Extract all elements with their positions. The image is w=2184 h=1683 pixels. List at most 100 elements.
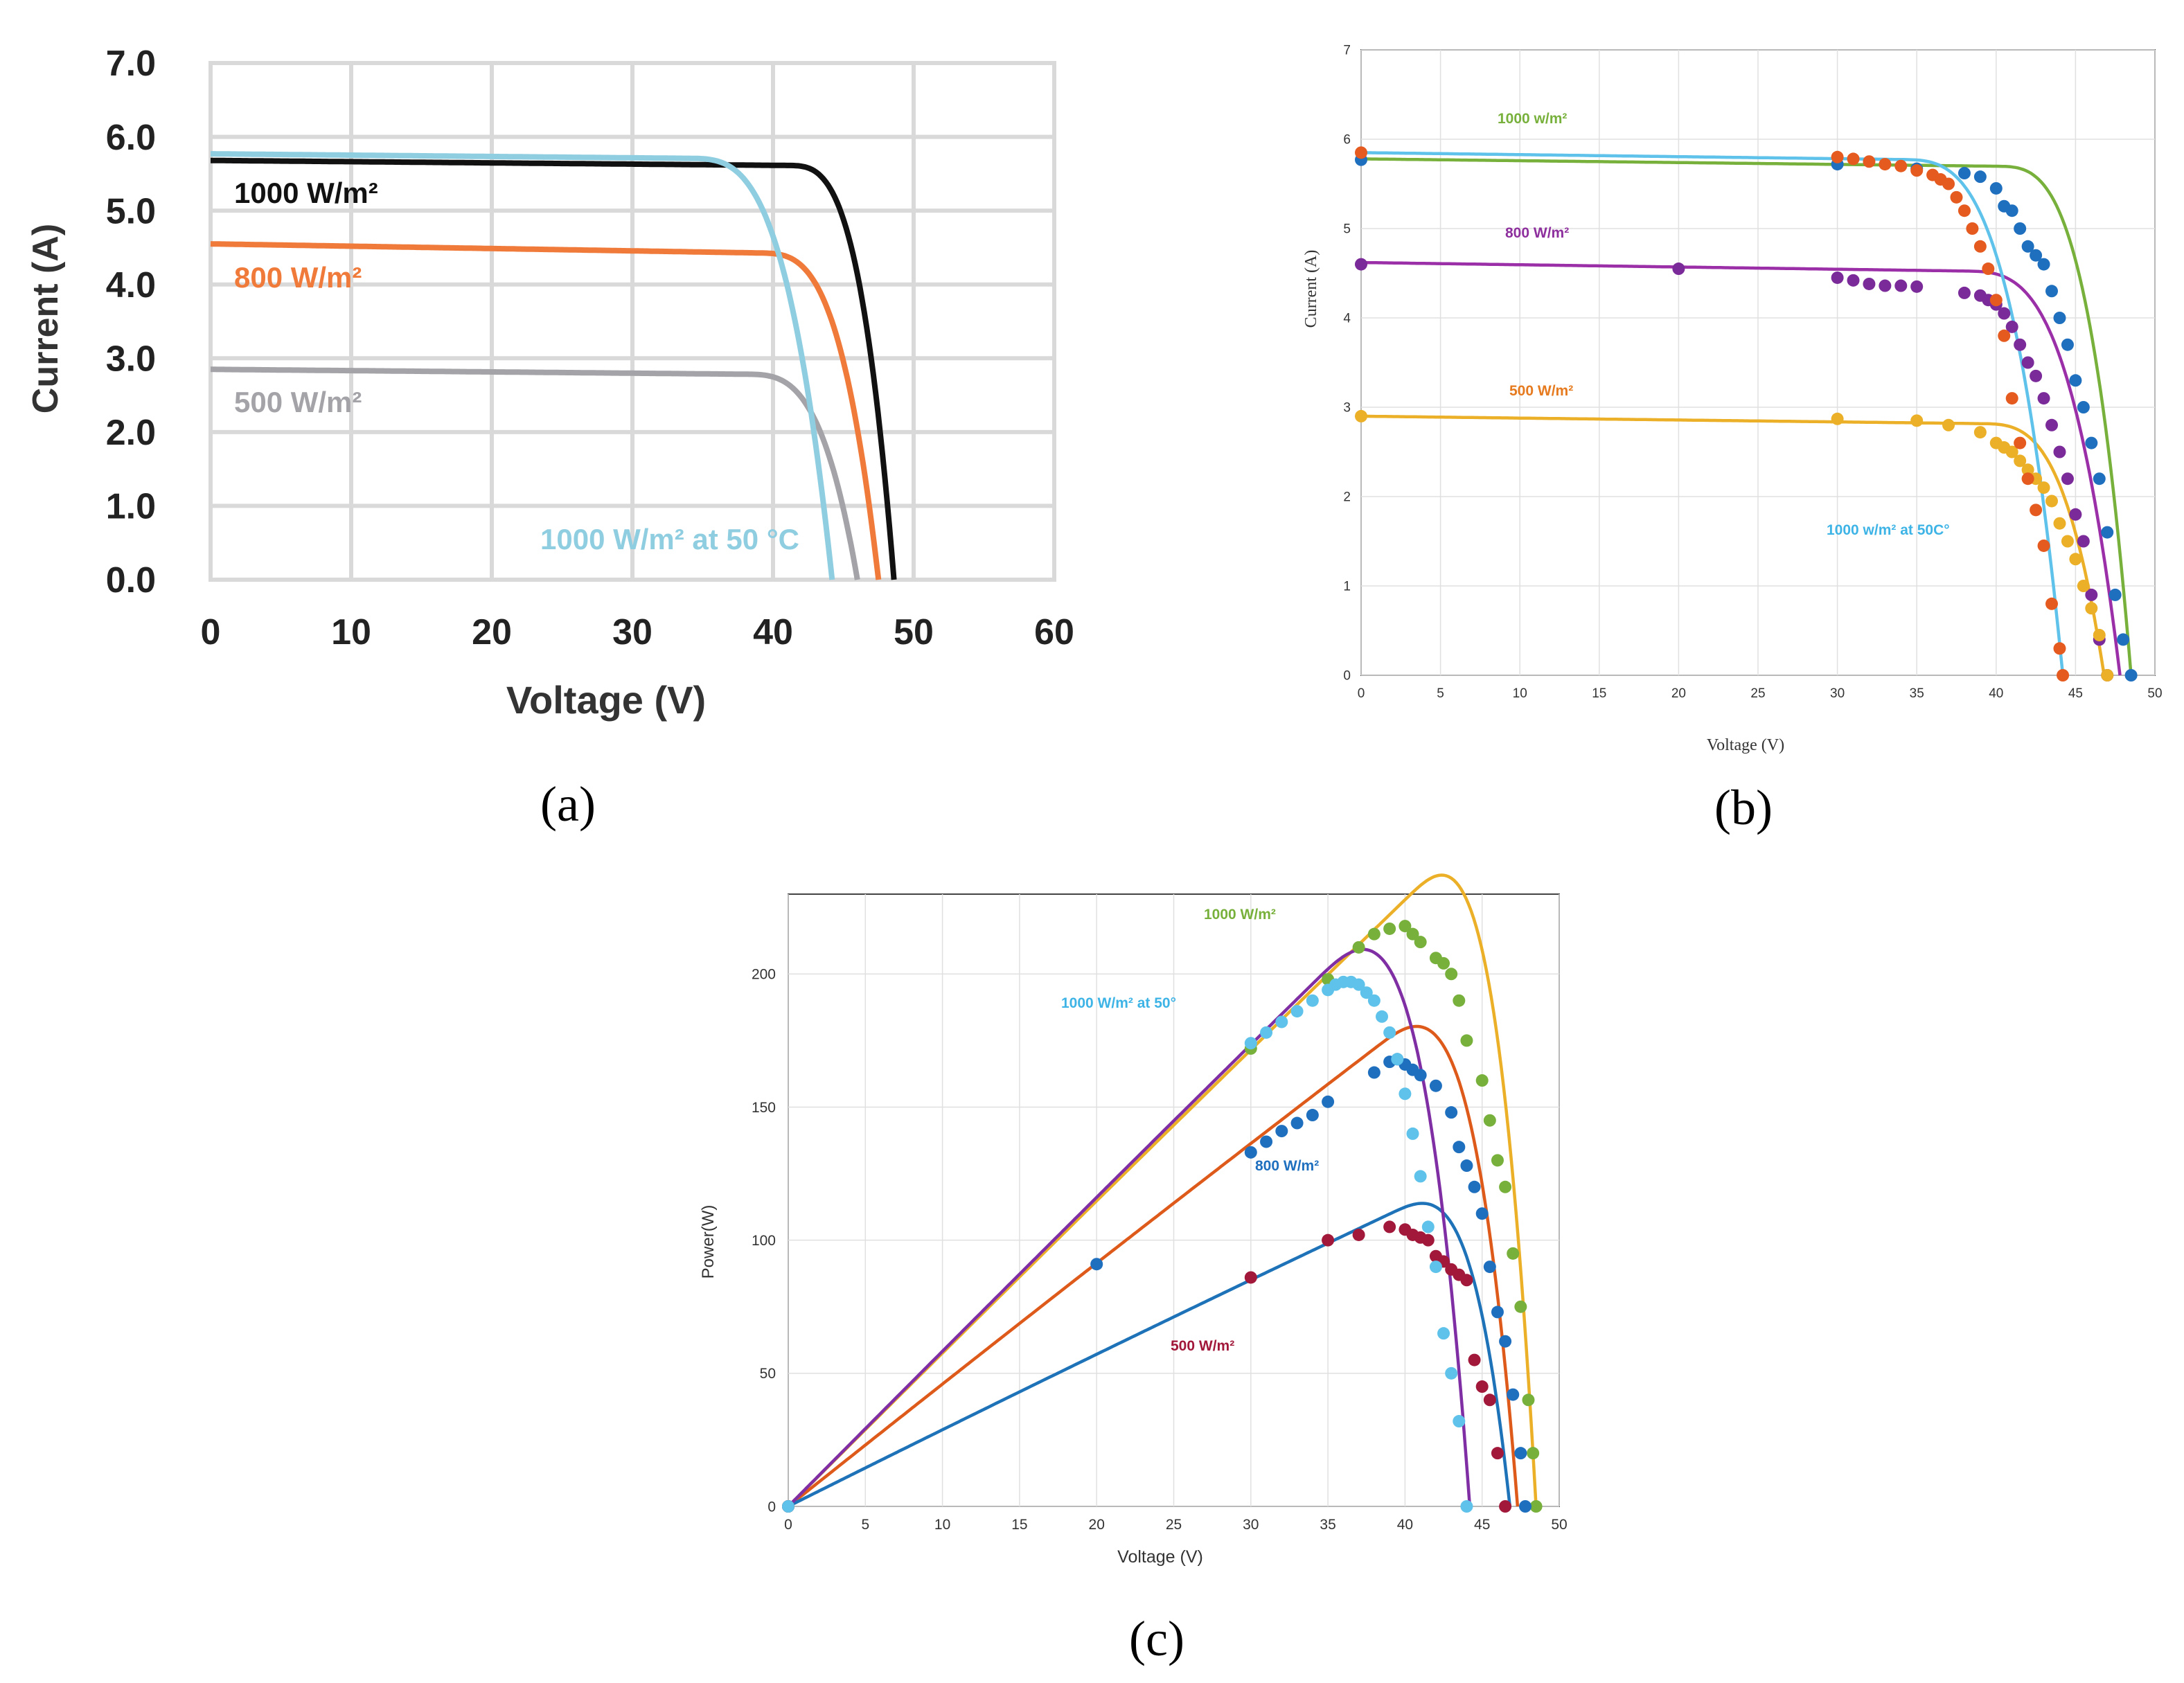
panel-c-data-point (1244, 1037, 1257, 1050)
panel-a-y-tick-label: 2.0 (106, 413, 156, 453)
panel-b-data-point (2061, 535, 2074, 548)
panel-b-x-tick-label: 25 (1750, 686, 1765, 701)
panel-a-series-line-2 (210, 366, 860, 580)
panel-b-data-point (2077, 401, 2090, 413)
panel-a-y-tick-label: 4.0 (106, 265, 156, 305)
panel-c-legend-800: 800 W/m² (1255, 1158, 1319, 1174)
panel-c-x-tick-label: 35 (1320, 1517, 1335, 1533)
panel-c-data-point (1491, 1154, 1504, 1167)
panel-b-data-point (1355, 409, 1367, 422)
panel-a-x-tick-label: 60 (1034, 612, 1074, 652)
panel-a-chart: 0.0 1.0 2.0 3.0 4.0 5.0 6.0 7.0 0 10 20 30 40 50 60 C… (26, 44, 1074, 832)
panel-c-data-point (1260, 1135, 1273, 1148)
panel-c-data-point (1290, 1116, 1304, 1130)
panel-b-legend-1000: 1000 w/m² (1498, 111, 1567, 127)
panel-c-y-axis-label: Power(W) (699, 1205, 718, 1279)
panel-a-y-tick-label: 6.0 (106, 118, 156, 158)
panel-b-data-point (1973, 240, 1987, 253)
panel-a-x-tick-label: 30 (612, 612, 652, 652)
panel-a-y-tick-label: 7.0 (106, 44, 156, 84)
panel-b-data-point (1894, 159, 1908, 172)
panel-b-legend-500: 500 W/m² (1509, 383, 1573, 399)
panel-b-data-point (2053, 445, 2066, 458)
panel-b-y-tick-label: 6 (1343, 133, 1351, 148)
panel-b-data-point (2085, 588, 2098, 601)
panel-b-y-tick-label: 7 (1343, 44, 1351, 58)
panel-c-data-point (1475, 1380, 1489, 1393)
panel-c-data-point (1383, 1026, 1396, 1039)
panel-b-x-tick-label: 45 (2068, 686, 2083, 701)
panel-c-data-point (1507, 1388, 1520, 1401)
panel-b-data-point (2037, 481, 2050, 495)
panel-c-x-tick-label: 45 (1474, 1517, 1490, 1533)
panel-b-data-point (2069, 553, 2082, 566)
panel-c-data-point (1491, 1447, 1504, 1460)
panel-b-data-point (2093, 628, 2106, 641)
panel-b-data-point (1998, 307, 2011, 320)
panel-c-y-tick-label: 50 (760, 1366, 776, 1382)
panel-c-fit-line-1 (787, 1024, 1520, 1508)
panel-b-label: (b) (1714, 780, 1773, 835)
panel-c-data-point (1352, 978, 1365, 991)
panel-c-data-point (1460, 1159, 1473, 1173)
panel-b-data-point (1989, 294, 2003, 307)
panel-c-data-point (1468, 1180, 1481, 1193)
panel-a-x-tick-label: 40 (753, 612, 793, 652)
panel-b-data-point (2085, 602, 2098, 615)
panel-b-y-tick-label: 0 (1343, 669, 1351, 684)
panel-c-data-point (1322, 1095, 1335, 1108)
panel-c-data-point (1306, 1109, 1319, 1122)
panel-b-data-point (1942, 177, 1955, 190)
panel-c-data-point (1360, 986, 1373, 999)
panel-b-data-point (1910, 280, 1924, 293)
panel-a-y-tick-label: 3.0 (106, 339, 156, 379)
panel-b-data-point (2045, 285, 2059, 298)
panel-a-legend-800: 800 W/m² (234, 261, 362, 294)
panel-c-data-point (1367, 1066, 1380, 1079)
panel-c-data-point (1527, 1447, 1540, 1460)
panel-c-data-point (1090, 1258, 1103, 1271)
panel-a-label: (a) (540, 776, 596, 832)
panel-b-data-point (1957, 167, 1971, 180)
panel-b-data-point (2069, 374, 2082, 387)
panel-a-legend-1000: 1000 W/m² (234, 177, 378, 209)
panel-b-data-point (1847, 274, 1860, 287)
panel-b-data-point (1894, 279, 1908, 292)
panel-b-data-point (1831, 412, 1844, 425)
panel-c-data-point (1429, 1079, 1442, 1092)
panel-c-y-tick-label: 100 (752, 1233, 776, 1249)
panel-b-data-point (1950, 190, 1963, 204)
panel-c-label: (c) (1129, 1611, 1184, 1666)
panel-a-legend-50c: 1000 W/m² at 50 °C (540, 523, 799, 555)
panel-c-data-point (1352, 941, 1365, 954)
panel-b-data-point (1966, 222, 1979, 235)
panel-c-chart: 0 50 100 150 200 0 5 10 15 20 25 30 35 40 45 50 Power(… (699, 873, 1568, 1666)
panel-b-data-point (1957, 286, 1971, 299)
panel-c-data-point (1367, 927, 1380, 941)
panel-c-x-tick-label: 40 (1397, 1517, 1413, 1533)
panel-b-x-tick-label: 0 (1358, 686, 1365, 701)
panel-b-data-point (1879, 279, 1892, 292)
panel-c-data-point (1468, 1353, 1481, 1366)
panel-c-x-tick-label: 25 (1166, 1517, 1182, 1533)
panel-c-data-point (1514, 1447, 1527, 1460)
panel-c-data-point (1460, 1034, 1473, 1047)
panel-c-data-point (1367, 994, 1380, 1007)
panel-b-data-point (2005, 392, 2018, 405)
panel-a-x-axis-label: Voltage (V) (506, 678, 706, 722)
panel-a-x-tick-label: 50 (894, 612, 934, 652)
panel-b-x-tick-label: 35 (1910, 686, 1924, 701)
panel-c-y-tick-label: 0 (767, 1499, 776, 1515)
panel-b-data-point (1982, 262, 1995, 276)
panel-b-data-point (2021, 463, 2034, 477)
panel-b-data-point (2045, 418, 2059, 431)
panel-b-x-tick-label: 10 (1513, 686, 1527, 701)
panel-c-data-point (1399, 920, 1412, 933)
panel-c-x-axis-label: Voltage (V) (1117, 1547, 1203, 1567)
panel-c-x-tick-label: 50 (1551, 1517, 1567, 1533)
panel-a-y-axis-label: Current (A) (26, 224, 66, 413)
panel-b-data-point (2030, 249, 2043, 262)
panel-c-x-tick-label: 30 (1243, 1517, 1259, 1533)
panel-a-x-tick-label: 10 (331, 612, 371, 652)
panel-c-data-point (1406, 1127, 1419, 1140)
